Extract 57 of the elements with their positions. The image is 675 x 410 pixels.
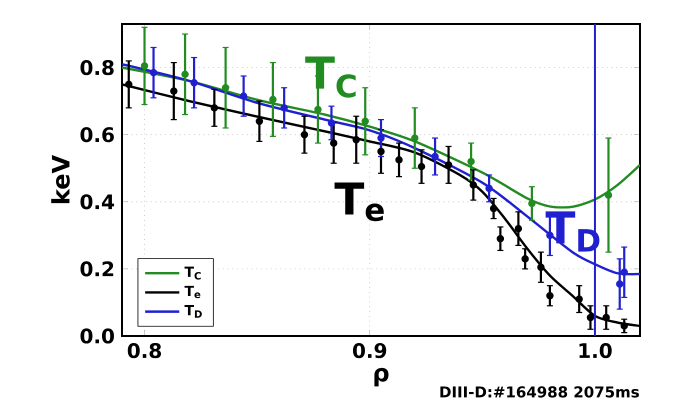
point [575,295,583,303]
point [490,204,498,212]
point [377,134,385,142]
point [377,148,385,156]
point [395,156,403,164]
y-tick-label: 0.6 [80,127,114,142]
x-axis-title: ρ [374,368,389,386]
point [485,184,493,192]
x-tick-label: 1.0 [580,343,612,358]
point [431,152,439,160]
point [181,70,189,78]
point [222,84,230,92]
point [280,104,288,112]
point [586,314,594,322]
point [328,119,336,127]
x-tick-label: 0.9 [353,343,386,358]
point [470,181,478,189]
point [170,87,178,95]
point [528,200,536,208]
legend-label: T$_{e}$ [184,286,200,298]
point [521,255,529,263]
legend-label: T$_{C}$ [184,266,201,280]
point [240,92,248,100]
point [140,62,148,70]
y-tick-label: 0.2 [80,261,114,276]
y-axis-title: keV [51,155,70,204]
point [150,68,158,76]
point [602,314,610,322]
text: DIII-D:#164988 2075ms [440,386,639,398]
point [418,162,426,170]
annotation: T$_{e}$ [334,182,384,222]
point [604,191,612,199]
point [256,118,264,125]
point [190,79,198,86]
point [620,322,628,330]
point [362,118,369,125]
y-tick-label: 0.4 [80,194,114,210]
point [210,104,218,112]
point [537,264,545,271]
point [546,292,554,300]
legend-label: T$_{D}$ [184,305,202,318]
point [620,268,628,276]
point [352,136,360,144]
point [300,131,308,138]
point [411,134,418,142]
point [330,139,338,147]
point [496,234,504,242]
point [314,106,322,114]
point [125,80,132,88]
point [269,96,277,104]
point [444,161,452,169]
point [514,224,522,232]
x-tick-label: 0.8 [128,343,161,358]
point [616,280,624,288]
y-tick-label: 0.8 [80,60,114,76]
point [467,158,475,166]
y-tick-label: 0.0 [80,328,114,344]
